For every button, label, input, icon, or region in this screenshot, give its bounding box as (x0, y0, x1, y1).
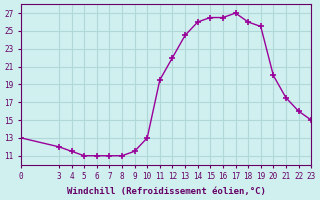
X-axis label: Windchill (Refroidissement éolien,°C): Windchill (Refroidissement éolien,°C) (67, 187, 266, 196)
